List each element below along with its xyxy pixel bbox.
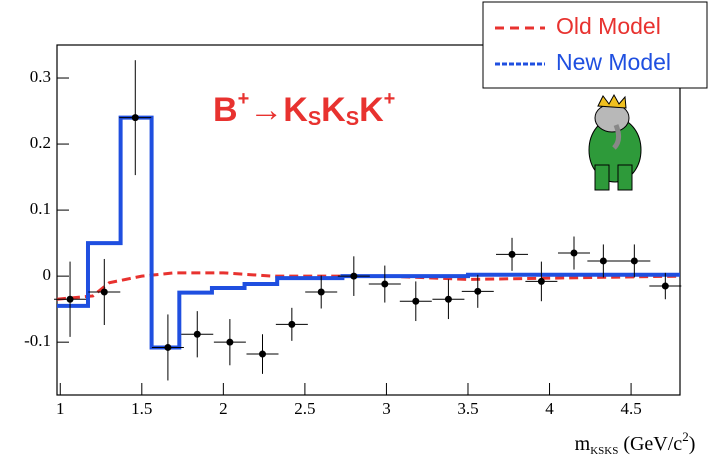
annotation-part: B (213, 91, 238, 129)
y-tick-label: 0.2 (30, 133, 51, 152)
x-tick-label: 1.5 (131, 399, 152, 418)
data-point (537, 277, 545, 285)
x-tick-label: 4.5 (620, 399, 641, 418)
y-tick-label: 0 (43, 265, 52, 284)
legend-box (482, 1, 708, 89)
annotation-part: →K (249, 91, 308, 129)
annotation-part: + (384, 88, 396, 110)
data-point (100, 288, 108, 296)
plot-frame (56, 44, 681, 396)
data-point (570, 249, 578, 257)
annotation-part: S (308, 108, 321, 130)
x-axis-label: mKSKS (GeV/c2) (575, 429, 696, 457)
data-point (508, 250, 516, 258)
x-label-part: m (575, 433, 591, 455)
data-point (350, 272, 358, 280)
y-tick-label: 0.3 (30, 67, 51, 86)
x-label-part: 2 (682, 429, 689, 444)
data-point (412, 297, 420, 305)
annotation-part: K (359, 91, 384, 129)
data-point (317, 288, 325, 296)
data-point (288, 320, 296, 328)
data-point (131, 114, 139, 122)
x-tick-label: 2 (219, 399, 228, 418)
y-tick-label: 0.1 (30, 199, 51, 218)
x-tick-label: 3.5 (457, 399, 478, 418)
x-label-part: ) (689, 433, 696, 455)
x-label-part: KSKS (590, 445, 618, 457)
legend-label: Old Model (556, 13, 661, 39)
y-tick-label: -0.1 (24, 331, 51, 350)
x-tick-label: 4 (545, 399, 554, 418)
data-point (66, 295, 74, 303)
data-point (630, 257, 638, 265)
annotation-part: S (346, 108, 359, 130)
new-model-step (57, 115, 680, 350)
annotation: B+→KSKSK+ (213, 88, 395, 130)
x-label-part: (GeV/c (618, 433, 682, 455)
data-point (444, 295, 452, 303)
annotation-part: K (321, 91, 346, 129)
data-point (599, 257, 607, 265)
data-point (193, 330, 201, 338)
data-point (661, 282, 669, 290)
x-tick-label: 1 (56, 399, 65, 418)
old-model-line (56, 271, 681, 301)
x-tick-label: 2.5 (294, 399, 315, 418)
data-point (474, 287, 482, 295)
x-tick-label: 3 (382, 399, 391, 418)
elephant-logo (588, 93, 642, 191)
annotation-part: + (238, 88, 250, 110)
data-point (164, 343, 172, 351)
legend-label: New Model (556, 49, 671, 75)
data-point (381, 280, 389, 288)
data-point (226, 338, 234, 346)
data-point (258, 350, 266, 358)
